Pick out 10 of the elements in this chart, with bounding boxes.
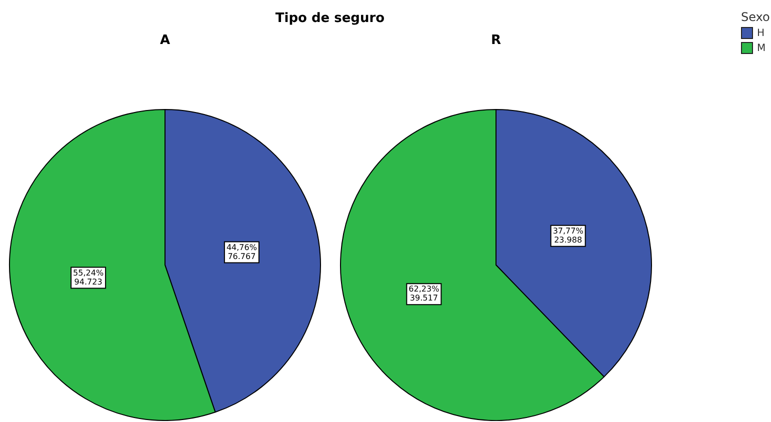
data-label: 44,76% 76.767 <box>226 242 258 261</box>
legend-label: M <box>757 42 766 54</box>
chart-title: Tipo de seguro <box>274 11 386 26</box>
chart-subtitle: A <box>158 33 172 48</box>
text: R <box>490 33 502 48</box>
legend-title: Sexo <box>741 10 770 24</box>
data-label: 55,24% 94.723 <box>73 268 104 286</box>
data-label: 62,23% 39.517 <box>408 284 440 303</box>
data-label: 37,77% 23.988 <box>552 226 584 244</box>
legend-label: H <box>757 28 765 38</box>
